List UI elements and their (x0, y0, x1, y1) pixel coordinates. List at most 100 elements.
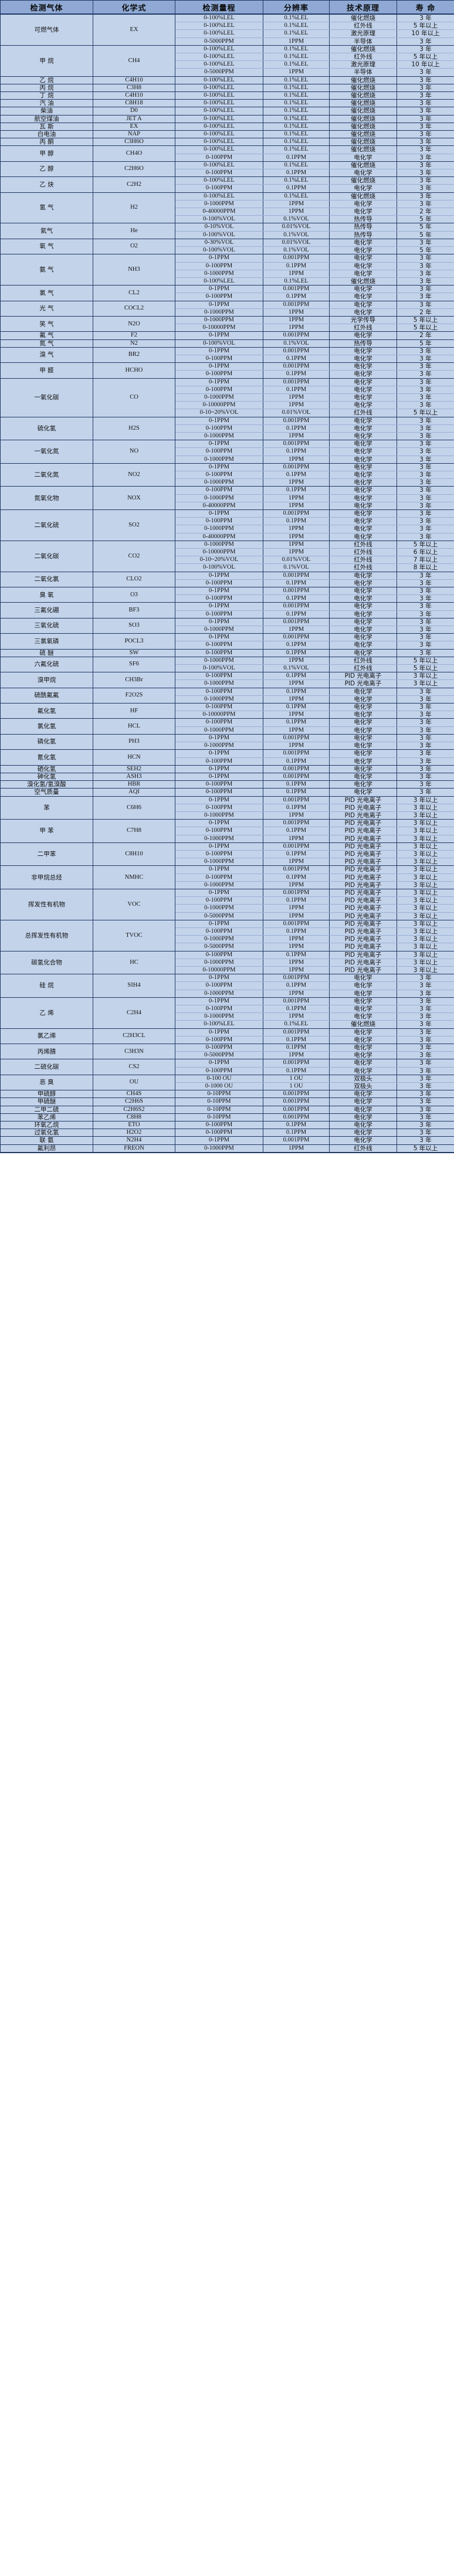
cell-technology: PID 光电离子 (329, 672, 397, 681)
cell-range: 0-100PPM (175, 579, 263, 588)
cell-technology: 催化燃烧 (329, 107, 397, 115)
cell-lifetime: 5 年以上 (397, 324, 454, 332)
cell-technology: 电化学 (329, 989, 397, 998)
table-row: 0-1000PPM 1PPM 电化学 2 年 (1, 308, 454, 317)
cell-range: 0-100PPM (175, 261, 263, 270)
cell-lifetime: 3 年 (397, 401, 454, 410)
cell-gas: 恶 臭 (0, 1074, 93, 1091)
cell-lifetime: 3 年以上 (397, 881, 454, 889)
cell-range: 0-100%LEL (175, 53, 263, 62)
cell-range: 0-100PPM (175, 293, 263, 301)
cell-range: 0-1PPM (175, 416, 263, 425)
cell-resolution: 0.001PPM (263, 602, 330, 611)
cell-lifetime: 3 年 (397, 486, 454, 495)
cell-resolution: 0.001PPM (263, 733, 330, 743)
table-row: 0-100PPM 0.1PPM PID 光电离子 3 年以上 (1, 927, 454, 936)
cell-technology: 红外线 (329, 540, 397, 549)
cell-range: 0-100PPM (175, 370, 263, 379)
cell-range: 0-1000PPM (175, 269, 263, 278)
cell-gas: 氧 气 (0, 238, 93, 255)
cell-resolution: 0.001PPM (263, 1097, 330, 1106)
table-row: 0-1000PPM 1PPM 电化学 3 年 (1, 199, 454, 209)
cell-range: 0-5000PPM (175, 912, 263, 920)
cell-gas: 氯乙烯 (0, 1028, 93, 1045)
cell-formula: ASH3 (93, 772, 175, 781)
cell-range: 0-1000PPM (175, 1012, 263, 1021)
cell-lifetime: 3 年以上 (397, 858, 454, 866)
cell-resolution: 0.001PPM (263, 509, 330, 518)
cell-formula: C4H10 (93, 76, 175, 84)
cell-range: 0-100PPM (175, 827, 263, 835)
cell-resolution: 0.1PPM (263, 517, 330, 526)
table-row: 0-5000PPM 1PPM 电化学 3 年 (1, 1051, 454, 1060)
cell-lifetime: 3 年 (397, 788, 454, 797)
cell-technology: PID 光电离子 (329, 950, 397, 959)
cell-technology: 电化学 (329, 981, 397, 990)
cell-resolution: 1PPM (263, 501, 330, 511)
cell-resolution: 0.1%LEL (263, 45, 330, 54)
cell-resolution: 1PPM (263, 858, 330, 866)
cell-lifetime: 3 年 (397, 45, 454, 54)
cell-resolution: 0.1PPM (263, 950, 330, 959)
table-row: 氟 气 F2 0-1PPM 0.001PPM 电化学 2 年 (0, 331, 454, 340)
cell-resolution: 1PPM (263, 811, 330, 820)
cell-range: 0-100PPM (175, 788, 263, 797)
cell-resolution: 0.1PPM (263, 896, 330, 905)
table-row: 0-1000PPM 1PPM 电化学 3 年 (1, 626, 454, 634)
cell-formula: CH3Br (93, 672, 175, 688)
table-row: 0-100PPM 0.1PPM 电化学 3 年 (1, 169, 454, 178)
table-row: 0-100PPM 0.1PPM 电化学 3 年 (1, 517, 454, 526)
cell-technology: 电化学 (329, 486, 397, 495)
table-row: 0-100PPM 0.1PPM 电化学 3 年 (1, 293, 454, 301)
table-row: 三氟化硼 BF3 0-1PPM 0.001PPM 电化学 3 年 (0, 602, 454, 618)
cell-technology: PID 光电离子 (329, 966, 397, 975)
cell-technology: 催化燃烧 (329, 176, 397, 185)
table-row: 光 气 COCL2 0-1PPM 0.001PPM 电化学 3 年 (0, 300, 454, 317)
cell-lifetime: 3 年 (397, 393, 454, 402)
cell-lifetime: 3 年 (397, 130, 454, 139)
cell-range: 0-100PPM (175, 1004, 263, 1014)
cell-range: 0-1000PPM (175, 308, 263, 317)
cell-range: 0-1PPM (175, 772, 263, 781)
column-header-formula: 化学式 (93, 0, 175, 15)
cell-resolution: 1PPM (263, 834, 330, 843)
cell-lifetime: 3 年 (397, 1121, 454, 1130)
cell-lifetime: 3 年 (397, 362, 454, 371)
cell-range: 0-10000PPM (175, 711, 263, 719)
table-row: 氯乙烯 C2H3CL 0-1PPM 0.001PPM 电化学 3 年 (0, 1028, 454, 1045)
cell-gas: 笑 气 (0, 315, 93, 332)
table-row: 0-100PPM 0.1PPM 电化学 3 年 (1, 354, 454, 363)
cell-range: 0-1000PPM (175, 525, 263, 533)
cell-technology: 催化燃烧 (329, 161, 397, 170)
table-row: 柴油 D0 0-100%LEL 0.1%LEL 催化燃烧 3 年 (0, 107, 454, 115)
cell-lifetime: 3 年 (397, 626, 454, 634)
cell-technology: 红外线 (329, 664, 397, 673)
cell-technology: 红外线 (329, 656, 397, 665)
cell-lifetime: 3 年 (397, 293, 454, 301)
cell-range: 0-10PPM (175, 1105, 263, 1114)
table-row: 甲 苯 C7H8 0-1PPM 0.001PPM PID 光电离子 3 年以上 (0, 819, 454, 843)
cell-technology: 电化学 (329, 354, 397, 363)
cell-resolution: 0.1PPM (263, 153, 330, 162)
cell-formula: N2O (93, 315, 175, 332)
table-row: 氰化氢 HCN 0-1PPM 0.001PPM 电化学 3 年 (0, 749, 454, 766)
cell-formula: NOX (93, 486, 175, 510)
cell-technology: 催化燃烧 (329, 114, 397, 123)
cell-formula: D0 (93, 107, 175, 115)
cell-formula: C3H3N (93, 1044, 175, 1060)
cell-technology: 电化学 (329, 1044, 397, 1052)
cell-gas: 丙 酮 (0, 138, 93, 147)
cell-lifetime: 3 年 (397, 764, 454, 773)
cell-formula: CO (93, 378, 175, 417)
cell-technology: 电化学 (329, 416, 397, 425)
cell-technology: PID 光电离子 (329, 888, 397, 898)
cell-range: 0-1PPM (175, 331, 263, 340)
cell-resolution: 0.1%VOL (263, 664, 330, 673)
cell-lifetime: 3 年 (397, 1066, 454, 1075)
cell-range: 0-100%LEL (175, 29, 263, 38)
table-row: 0-100PPM 0.1PPM 电化学 3 年 (1, 641, 454, 650)
table-row: 0-5000PPM 1PPM 半导体 3 年 (1, 37, 454, 46)
table-row: 总挥发性有机物 TVOC 0-1PPM 0.001PPM PID 光电离子 3 年以上 (0, 919, 454, 951)
cell-range: 0-1000PPM (175, 199, 263, 209)
cell-technology: 电化学 (329, 695, 397, 704)
